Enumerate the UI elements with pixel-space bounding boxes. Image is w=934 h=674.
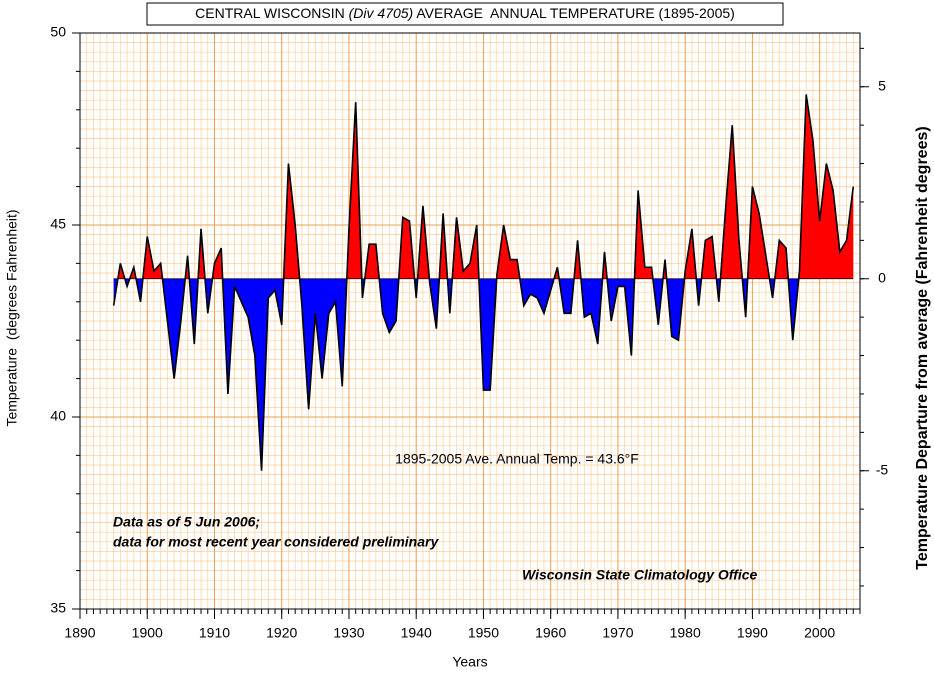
title-part: (Div 4705) xyxy=(349,5,414,21)
area-above xyxy=(117,94,854,279)
y2-axis-label: Temperature Departure from average (Fahr… xyxy=(914,126,931,569)
y2-tick-label: 5 xyxy=(878,77,886,93)
title-part: CENTRAL WISCONSIN xyxy=(195,5,349,21)
x-tick-label: 1940 xyxy=(401,625,432,641)
y-tick-label: 40 xyxy=(50,408,66,424)
chart-title: CENTRAL WISCONSIN (Div 4705) AVERAGE ANN… xyxy=(195,5,735,21)
annotation: data for most recent year considered pre… xyxy=(113,534,439,550)
x-tick-label: 1970 xyxy=(602,625,633,641)
x-tick-label: 1920 xyxy=(266,625,297,641)
y-tick-label: 45 xyxy=(50,216,66,232)
x-axis-label: Years xyxy=(452,654,487,670)
y-tick-label: 35 xyxy=(50,600,66,616)
line xyxy=(112,94,855,471)
x-tick-label: 1890 xyxy=(64,625,95,641)
annotation: Wisconsin State Climatology Office xyxy=(522,567,758,583)
area-below xyxy=(113,278,799,471)
annotation: Data as of 5 Jun 2006; xyxy=(113,514,260,530)
x-tick-label: 1980 xyxy=(670,625,701,641)
x-tick-label: 1910 xyxy=(199,625,230,641)
y2-tick-label: 0 xyxy=(878,269,886,285)
x-tick-label: 1960 xyxy=(535,625,566,641)
x-tick-label: 1900 xyxy=(132,625,163,641)
y-tick-label: 50 xyxy=(50,24,66,40)
annotation: 1895-2005 Ave. Annual Temp. = 43.6°F xyxy=(395,451,639,467)
marks xyxy=(112,94,855,471)
x-tick-label: 1930 xyxy=(333,625,364,641)
y2-tick-label: -5 xyxy=(876,461,889,477)
title-box xyxy=(146,2,784,26)
title-part: AVERAGE ANNUAL TEMPERATURE (1895-2005) xyxy=(413,5,735,21)
x-tick-label: 2000 xyxy=(804,625,835,641)
x-tick-label: 1990 xyxy=(737,625,768,641)
x-tick-label: 1950 xyxy=(468,625,499,641)
y-axis-label: Temperature (degrees Fahrenheit) xyxy=(4,209,20,426)
